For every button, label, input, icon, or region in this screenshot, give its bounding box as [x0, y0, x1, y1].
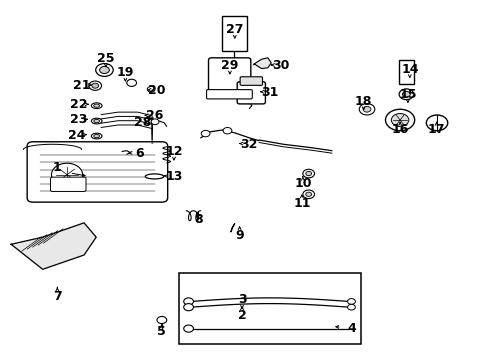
Circle shape: [398, 89, 413, 100]
FancyBboxPatch shape: [240, 77, 262, 85]
Text: 5: 5: [157, 325, 166, 338]
Circle shape: [183, 303, 193, 311]
Circle shape: [359, 104, 374, 115]
Text: 25: 25: [97, 52, 115, 65]
Circle shape: [151, 119, 159, 125]
Ellipse shape: [91, 133, 102, 139]
FancyBboxPatch shape: [206, 90, 252, 99]
Circle shape: [305, 192, 311, 197]
Text: 20: 20: [148, 84, 165, 97]
FancyBboxPatch shape: [208, 58, 250, 97]
Circle shape: [201, 130, 209, 137]
Circle shape: [183, 298, 193, 305]
Text: 8: 8: [194, 213, 202, 226]
FancyBboxPatch shape: [237, 82, 265, 104]
Text: 19: 19: [117, 66, 134, 79]
Text: 17: 17: [427, 123, 445, 136]
Bar: [222, 16, 247, 51]
Text: 9: 9: [235, 229, 244, 242]
Circle shape: [89, 81, 102, 90]
Circle shape: [390, 113, 408, 126]
Text: 30: 30: [272, 59, 289, 72]
Circle shape: [363, 107, 370, 112]
Circle shape: [92, 83, 99, 88]
Text: 23: 23: [69, 113, 87, 126]
Text: 15: 15: [398, 88, 416, 101]
FancyBboxPatch shape: [50, 177, 86, 192]
Text: 2: 2: [237, 309, 246, 322]
Circle shape: [347, 298, 355, 304]
Text: 26: 26: [145, 109, 163, 122]
Circle shape: [223, 127, 231, 134]
Circle shape: [147, 86, 155, 92]
Circle shape: [51, 163, 82, 186]
Ellipse shape: [145, 174, 163, 179]
Text: 7: 7: [53, 289, 61, 303]
Text: 6: 6: [135, 147, 144, 160]
Text: 27: 27: [225, 23, 243, 36]
Text: 22: 22: [70, 99, 88, 112]
Text: 18: 18: [354, 95, 371, 108]
Polygon shape: [254, 58, 271, 68]
Circle shape: [157, 316, 166, 324]
Circle shape: [302, 169, 314, 178]
Text: 29: 29: [221, 59, 238, 72]
Circle shape: [96, 64, 113, 76]
Circle shape: [126, 79, 136, 86]
Ellipse shape: [91, 103, 102, 109]
FancyBboxPatch shape: [27, 142, 167, 202]
Circle shape: [100, 66, 109, 73]
Text: 21: 21: [73, 79, 90, 92]
Text: 28: 28: [133, 116, 151, 129]
Polygon shape: [11, 223, 96, 269]
Circle shape: [305, 171, 311, 176]
Circle shape: [183, 325, 193, 332]
Text: 16: 16: [390, 123, 408, 136]
Circle shape: [302, 190, 314, 199]
Text: 13: 13: [165, 170, 183, 183]
Ellipse shape: [94, 134, 100, 138]
Circle shape: [347, 304, 355, 310]
Text: 14: 14: [400, 63, 418, 76]
Text: 11: 11: [292, 197, 310, 210]
Bar: [179, 273, 361, 344]
Text: 31: 31: [261, 86, 278, 99]
Text: 12: 12: [165, 145, 183, 158]
Text: 3: 3: [237, 293, 246, 306]
Text: 4: 4: [346, 322, 355, 335]
Ellipse shape: [94, 120, 100, 123]
Text: 10: 10: [293, 177, 311, 190]
Bar: [398, 60, 413, 84]
Ellipse shape: [91, 118, 102, 124]
Circle shape: [402, 91, 409, 97]
Text: 32: 32: [240, 138, 258, 151]
Circle shape: [385, 109, 414, 131]
Text: 24: 24: [68, 129, 86, 142]
Ellipse shape: [94, 104, 100, 107]
Text: 1: 1: [53, 161, 61, 174]
